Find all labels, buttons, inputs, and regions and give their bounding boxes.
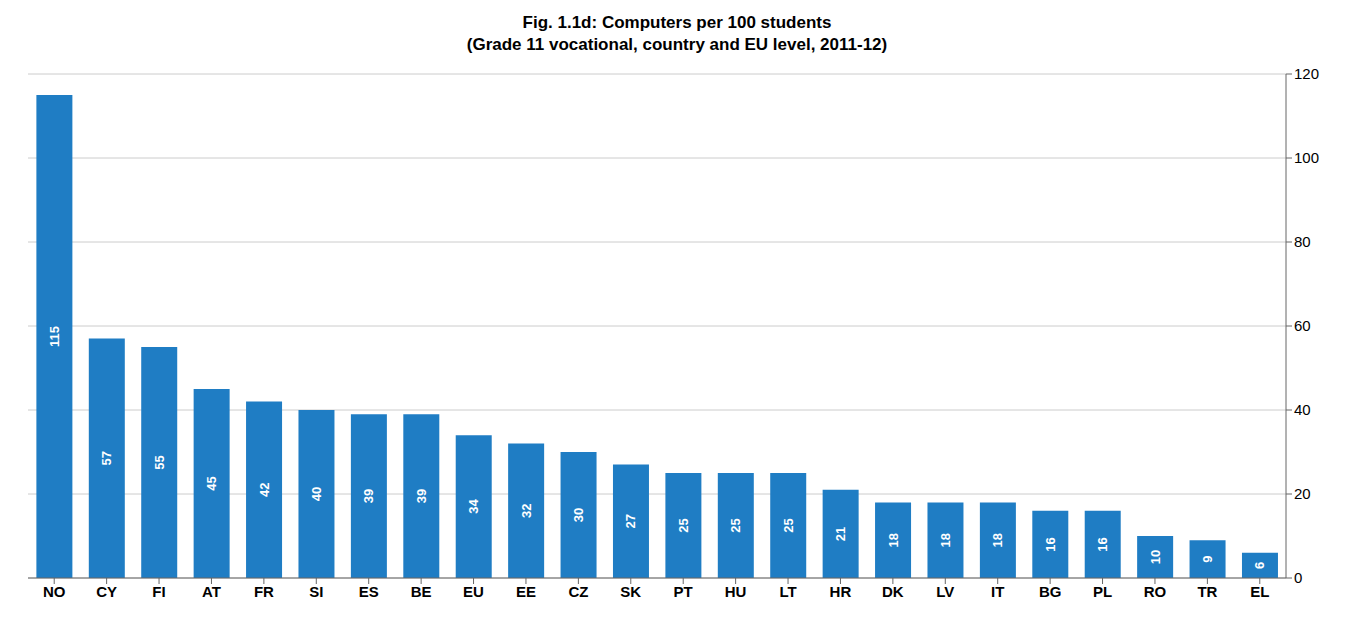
svg-text:IT: IT (991, 583, 1004, 600)
svg-text:LT: LT (779, 583, 796, 600)
svg-text:25: 25 (728, 518, 743, 532)
svg-text:120: 120 (1294, 65, 1319, 82)
svg-text:TR: TR (1197, 583, 1217, 600)
svg-text:18: 18 (886, 533, 901, 547)
html-text:Fig. 1.1d: Computers per 100 s: Fig. 1.1d: Computers per 100 students (522, 13, 832, 32)
svg-text:NO: NO (43, 583, 66, 600)
svg-text:FR: FR (254, 583, 274, 600)
svg-text:10: 10 (1148, 550, 1163, 564)
svg-text:9: 9 (1200, 555, 1215, 562)
svg-text:25: 25 (781, 518, 796, 532)
svg-text:39: 39 (414, 489, 429, 503)
svg-text:25: 25 (676, 518, 691, 532)
svg-text:21: 21 (833, 527, 848, 541)
svg-text:CZ: CZ (568, 583, 588, 600)
svg-text:DK: DK (882, 583, 904, 600)
svg-text:SI: SI (309, 583, 323, 600)
svg-text:40: 40 (1294, 401, 1311, 418)
svg-text:EU: EU (463, 583, 484, 600)
svg-text:34: 34 (466, 499, 481, 514)
html-text:(Grade 11 vocational, country: (Grade 11 vocational, country and EU lev… (466, 35, 888, 54)
svg-text:16: 16 (1043, 537, 1058, 551)
svg-text:16: 16 (1095, 537, 1110, 551)
svg-text:PL: PL (1093, 583, 1112, 600)
svg-text:27: 27 (623, 514, 638, 528)
svg-text:40: 40 (309, 487, 324, 501)
svg-text:SK: SK (620, 583, 641, 600)
svg-text:BG: BG (1039, 583, 1062, 600)
svg-text:55: 55 (152, 455, 167, 469)
svg-text:18: 18 (990, 533, 1005, 547)
svg-text:HU: HU (725, 583, 747, 600)
svg-text:115: 115 (47, 326, 62, 347)
svg-text:100: 100 (1294, 149, 1319, 166)
svg-text:18: 18 (938, 533, 953, 547)
svg-text:32: 32 (519, 504, 534, 518)
svg-text:PT: PT (674, 583, 693, 600)
svg-text:6: 6 (1252, 562, 1267, 569)
svg-text:RO: RO (1144, 583, 1167, 600)
svg-text:BE: BE (411, 583, 432, 600)
svg-text:LV: LV (936, 583, 954, 600)
svg-text:57: 57 (99, 451, 114, 465)
svg-text:AT: AT (202, 583, 221, 600)
svg-text:45: 45 (204, 476, 219, 490)
svg-text:30: 30 (571, 508, 586, 522)
svg-text:42: 42 (257, 483, 272, 497)
svg-text:80: 80 (1294, 233, 1311, 250)
svg-text:ES: ES (359, 583, 379, 600)
svg-text:EE: EE (516, 583, 536, 600)
svg-text:0: 0 (1294, 569, 1302, 586)
svg-text:60: 60 (1294, 317, 1311, 334)
svg-text:20: 20 (1294, 485, 1311, 502)
svg-text:EL: EL (1250, 583, 1269, 600)
svg-text:39: 39 (361, 489, 376, 503)
svg-text:HR: HR (830, 583, 852, 600)
svg-text:FI: FI (152, 583, 165, 600)
svg-text:CY: CY (96, 583, 117, 600)
